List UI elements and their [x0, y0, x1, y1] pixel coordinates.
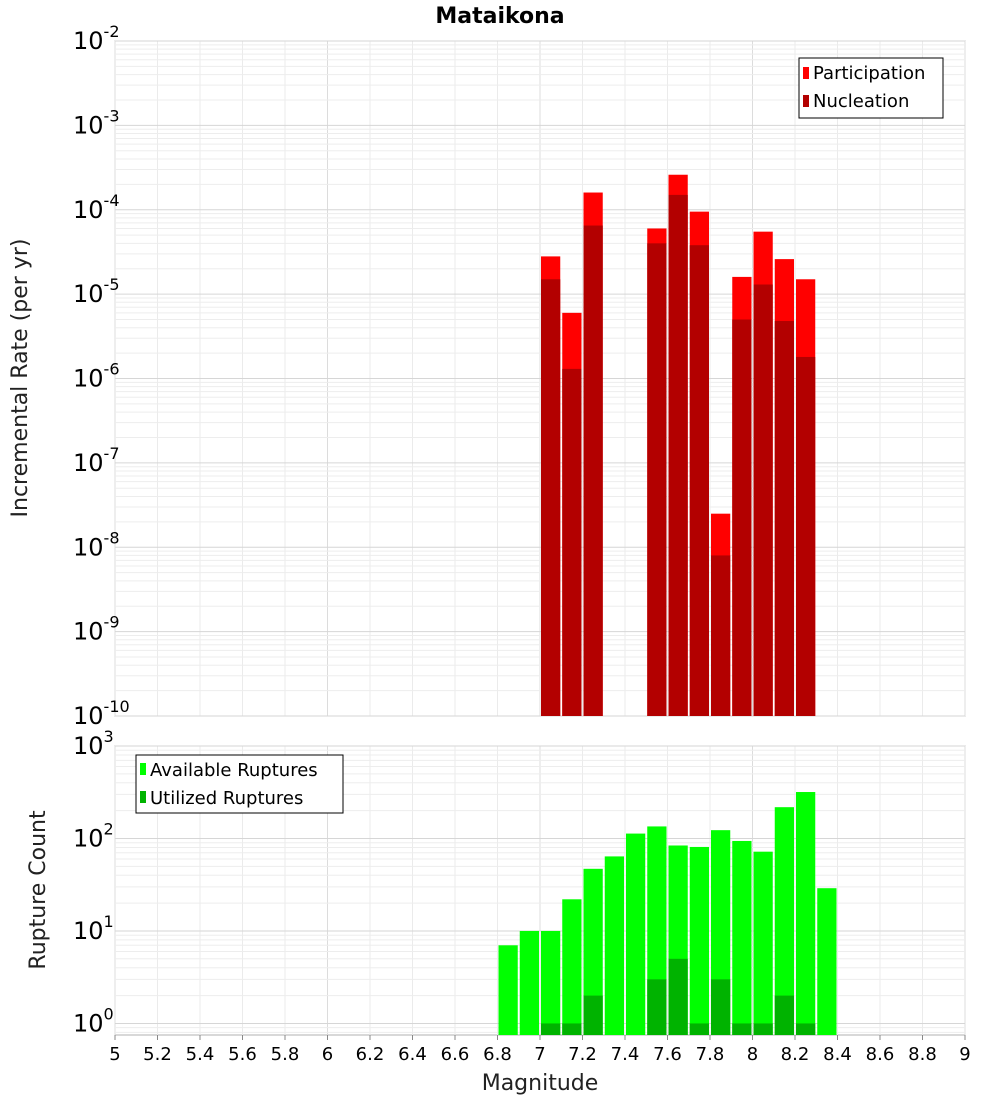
count-x-ticks: 5 5.2 5.4 5.6 5.8 6 6.2 6.4 6.6 6.8 7 7.2 7.4 7.6 7.8 8…: [109, 1035, 971, 1065]
x-tick-label: 8.2: [781, 1044, 810, 1065]
x-tick-label: 6.8: [483, 1044, 512, 1065]
legend-swatch-available: [140, 763, 146, 775]
rate-grid: [114, 40, 966, 717]
legend-label-participation: Participation: [813, 63, 925, 84]
rate-legend-box: [798, 57, 944, 119]
bar-utilized: [668, 958, 688, 1035]
rate-y-tick-label: 10-3: [73, 106, 120, 139]
legend-swatch-participation: [803, 67, 809, 79]
rate-y-axis-label: Incremental Rate (per yr): [8, 239, 33, 518]
x-tick-label: 6.2: [356, 1044, 385, 1065]
bar-utilized: [583, 995, 603, 1035]
x-axis-label: Magnitude: [482, 1071, 599, 1096]
x-tick-label: 6: [322, 1044, 333, 1065]
count-legend: Available Ruptures Utilized Ruptures: [135, 754, 344, 814]
count-panel: 100 101 102 103 5 5.2 5.4 5.6 5.8 6 6.2 6.4 6.6 6.8 7…: [26, 727, 971, 1096]
bar-available: [689, 846, 709, 1035]
bar-utilized: [562, 1023, 582, 1035]
legend-label-available: Available Ruptures: [150, 760, 318, 781]
bar-available: [583, 868, 603, 1035]
bar-utilized: [689, 1023, 709, 1035]
bar-nucleation: [647, 243, 667, 717]
bar-nucleation: [711, 555, 731, 716]
bar-nucleation: [541, 279, 561, 716]
bar-available: [817, 888, 837, 1035]
bar-nucleation: [562, 368, 582, 716]
bar-utilized: [647, 979, 667, 1035]
count-y-tick-label: 102: [73, 819, 114, 852]
bar-utilized: [711, 979, 731, 1035]
legend-swatch-utilized: [140, 791, 146, 803]
x-tick-label: 8.4: [823, 1044, 852, 1065]
rate-y-tick-label: 10-6: [73, 360, 120, 393]
rate-y-tick-label: 10-8: [73, 528, 120, 561]
count-legend-box: [135, 754, 344, 814]
x-tick-label: 5.6: [228, 1044, 257, 1065]
rate-legend: Participation Nucleation: [798, 57, 944, 119]
rate-panel: 10-10 10-9 10-8 10-7 10-6 10-5 10-4 10-3 10-2 In…: [8, 22, 966, 730]
rate-y-tick-label: 10-10: [73, 697, 130, 730]
rate-y-ticks: 10-10 10-9 10-8 10-7 10-6 10-5 10-4 10-3 10-2: [73, 22, 130, 730]
bar-available: [604, 856, 624, 1035]
x-tick-label: 9: [959, 1044, 970, 1065]
count-y-axis-label: Rupture Count: [26, 810, 51, 970]
bar-available: [753, 851, 773, 1035]
x-tick-label: 7.4: [611, 1044, 640, 1065]
x-tick-label: 8: [747, 1044, 758, 1065]
bar-nucleation: [668, 194, 688, 716]
bar-available: [774, 807, 794, 1035]
bar-nucleation: [689, 245, 709, 717]
bar-available: [541, 930, 561, 1035]
count-y-ticks: 100 101 102 103: [73, 727, 114, 1037]
bar-utilized: [796, 1023, 816, 1035]
rate-y-tick-label: 10-9: [73, 613, 120, 646]
bar-available: [498, 945, 518, 1035]
rate-bars: [541, 174, 816, 717]
bar-utilized: [541, 1023, 561, 1035]
x-tick-label: 6.6: [441, 1044, 470, 1065]
bar-nucleation: [732, 319, 752, 716]
bar-available: [519, 930, 539, 1035]
bar-available: [732, 840, 752, 1035]
bar-nucleation: [753, 284, 773, 716]
count-y-tick-label: 100: [73, 1004, 114, 1037]
x-tick-label: 7.8: [696, 1044, 725, 1065]
rate-y-tick-label: 10-7: [73, 444, 120, 477]
x-tick-label: 7.6: [653, 1044, 682, 1065]
x-tick-label: 8.8: [908, 1044, 937, 1065]
rate-y-tick-label: 10-4: [73, 191, 120, 224]
legend-swatch-nucleation: [803, 95, 809, 107]
count-y-tick-label: 101: [73, 912, 114, 945]
bar-nucleation: [774, 321, 794, 716]
count-y-tick-label: 103: [73, 727, 114, 760]
rate-y-tick-label: 10-5: [73, 275, 120, 308]
legend-label-utilized: Utilized Ruptures: [150, 788, 303, 809]
x-tick-label: 5.8: [271, 1044, 300, 1065]
legend-label-nucleation: Nucleation: [813, 91, 909, 112]
x-tick-label: 7.2: [568, 1044, 597, 1065]
x-tick-label: 5.4: [186, 1044, 215, 1065]
x-tick-label: 8.6: [866, 1044, 895, 1065]
bar-available: [626, 833, 646, 1035]
x-tick-label: 5.2: [143, 1044, 172, 1065]
count-bars: [498, 792, 837, 1035]
bar-nucleation: [796, 356, 816, 716]
x-tick-label: 5: [109, 1044, 120, 1065]
bar-utilized: [753, 1023, 773, 1035]
bar-nucleation: [583, 225, 603, 716]
bar-available: [796, 792, 816, 1035]
bar-utilized: [774, 995, 794, 1035]
x-tick-label: 6.4: [398, 1044, 427, 1065]
bar-available: [562, 899, 582, 1035]
chart-title: Mataikona: [435, 4, 564, 29]
bar-utilized: [732, 1023, 752, 1035]
x-tick-label: 7: [534, 1044, 545, 1065]
rate-y-tick-label: 10-2: [73, 22, 120, 55]
